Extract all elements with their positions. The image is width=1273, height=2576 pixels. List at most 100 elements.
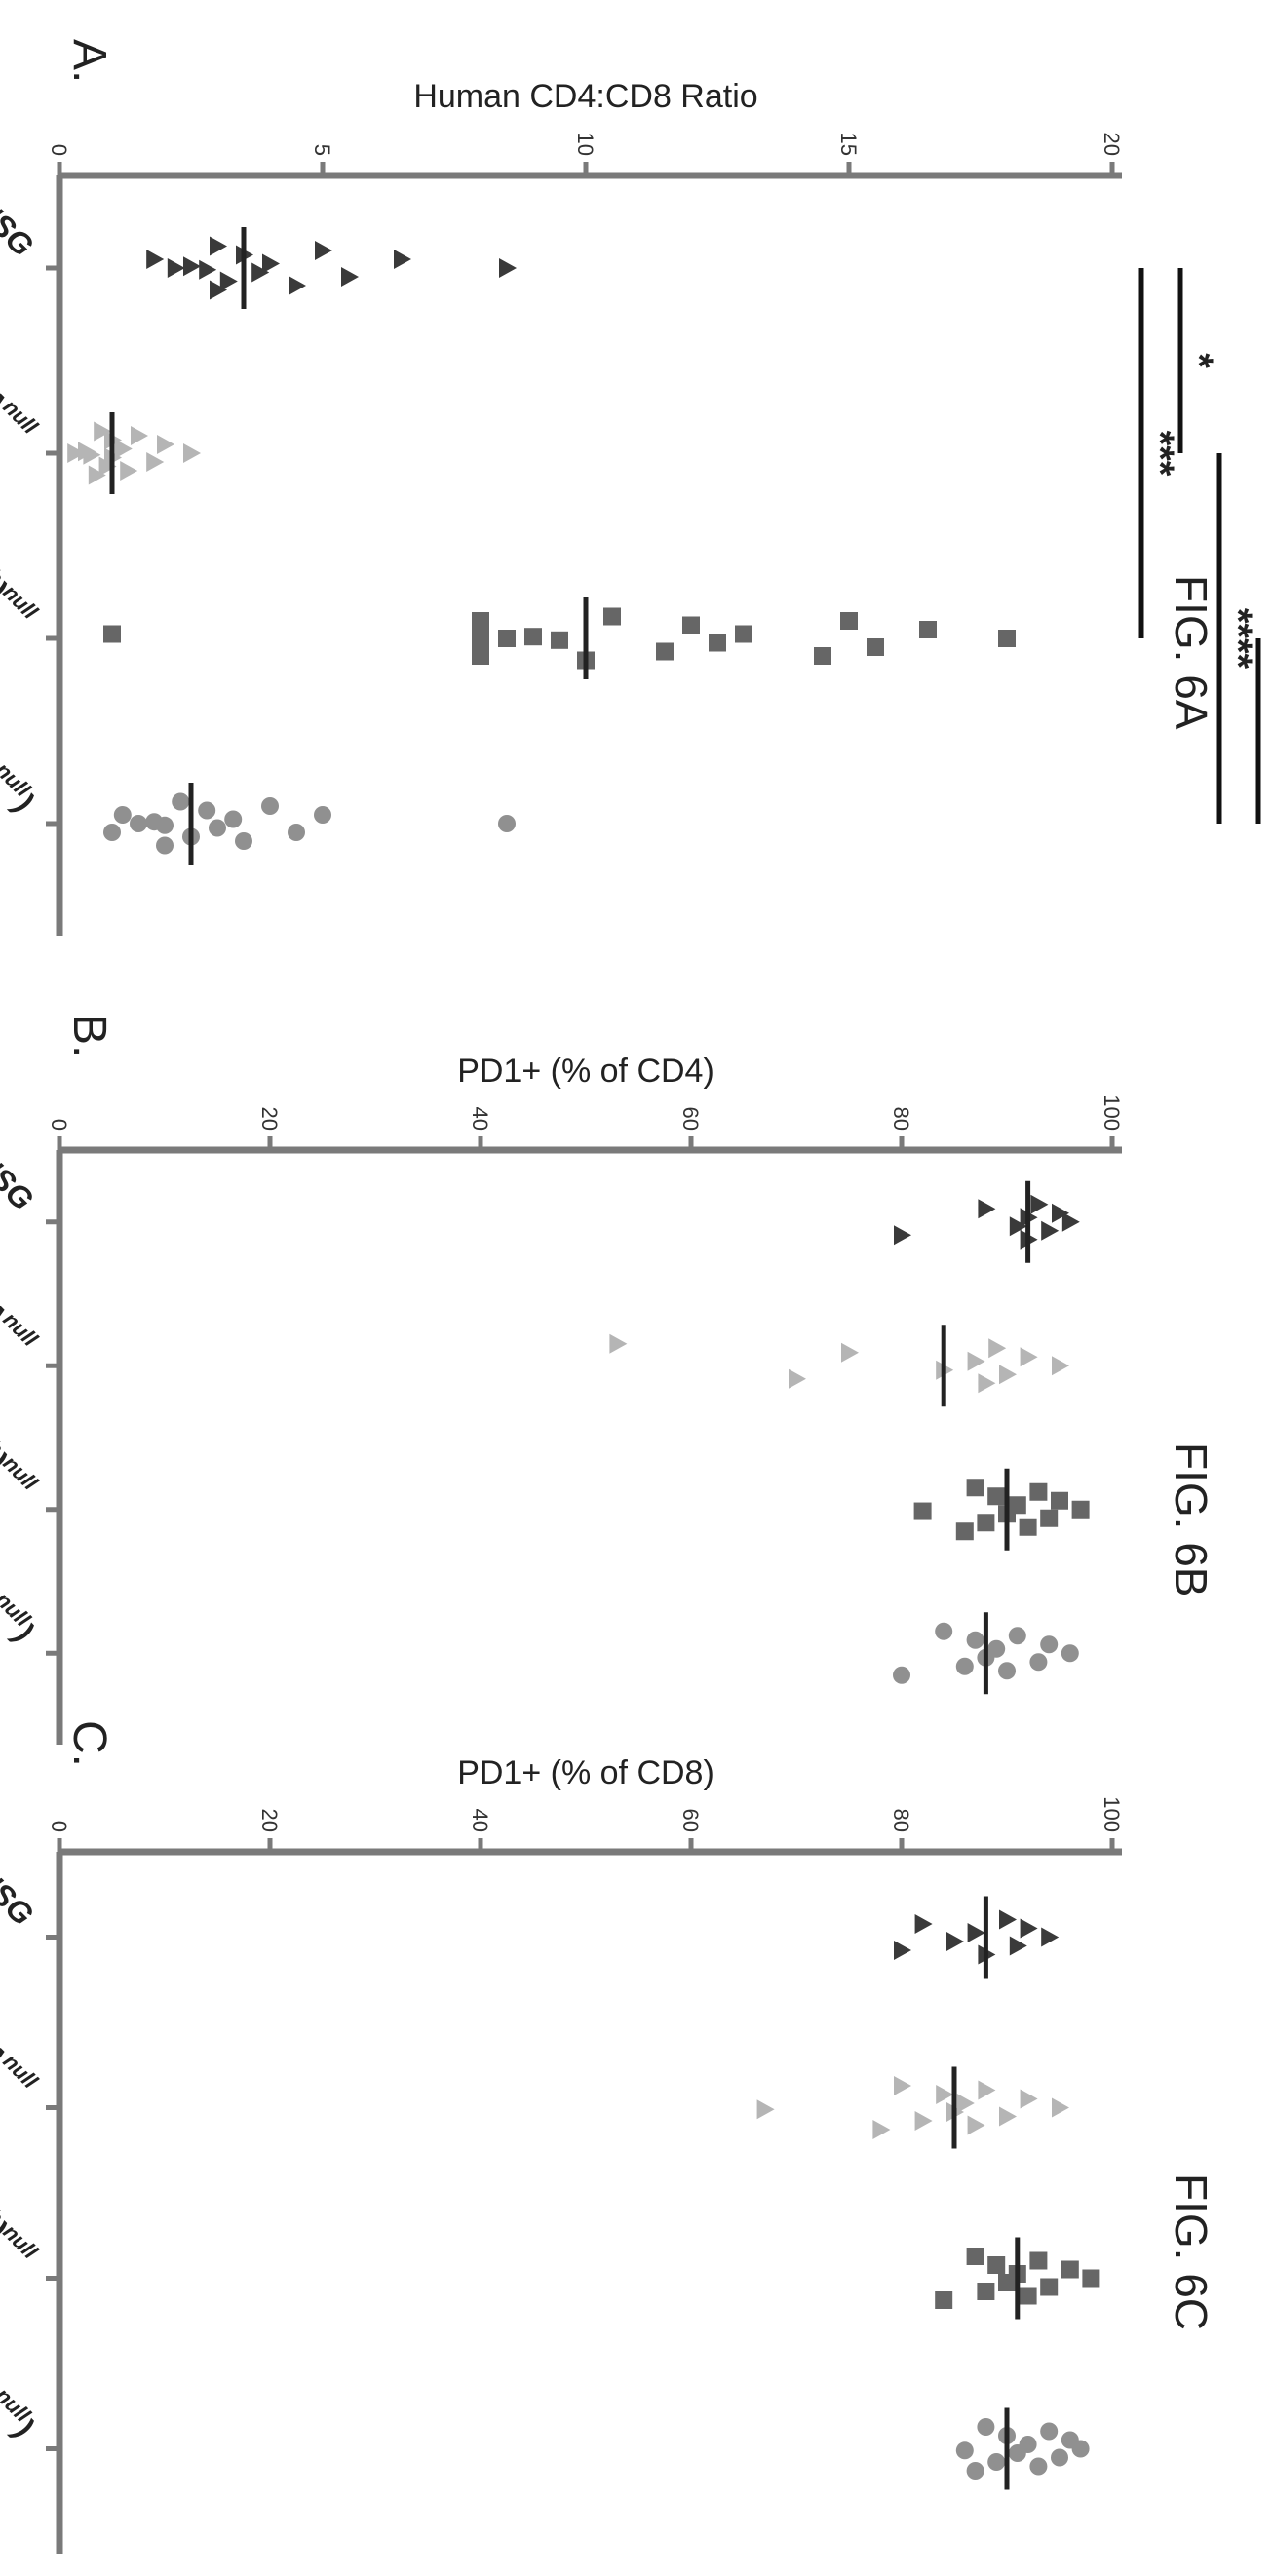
panel-label: C. <box>63 1720 115 1767</box>
data-point-triangle <box>183 256 201 277</box>
data-point-triangle <box>967 2115 985 2135</box>
data-point-circle <box>261 797 279 815</box>
data-point-triangle <box>841 1342 859 1363</box>
data-point-triangle <box>1041 1927 1060 1947</box>
data-point-triangle <box>251 262 270 283</box>
data-point-triangle <box>872 2120 891 2139</box>
data-point-triangle <box>219 271 238 291</box>
panel-label: B. <box>63 1014 115 1057</box>
x-category-label: NSG-IAnull <box>0 1229 44 1361</box>
data-point-triangle <box>999 1909 1017 1930</box>
data-point-circle <box>1051 2448 1068 2467</box>
data-point-circle <box>130 815 147 832</box>
data-point-triangle <box>146 250 165 269</box>
data-point-square <box>1051 1491 1068 1510</box>
data-point-triangle <box>1061 1211 1080 1232</box>
y-tick-label: 15 <box>836 133 861 156</box>
figure-label: FIG. 6B <box>1166 1442 1216 1596</box>
data-point-triangle <box>946 1932 964 1951</box>
data-point-square <box>1082 2269 1100 2288</box>
data-point-triangle <box>114 439 133 459</box>
data-point-square <box>977 2283 995 2300</box>
data-point-square <box>987 1487 1006 1506</box>
x-category-label: NSG-(KbDb)null <box>0 2099 44 2275</box>
y-tick-label: 5 <box>310 144 334 156</box>
label-part: NSG <box>0 190 41 262</box>
data-point-square <box>498 630 516 647</box>
data-point-square <box>103 625 121 643</box>
data-point-triangle <box>94 421 112 442</box>
figure-label: FIG. 6C <box>1166 2173 1216 2330</box>
data-point-triangle <box>1052 2097 1069 2118</box>
data-point-triangle <box>167 258 185 278</box>
data-point-square <box>1019 1518 1037 1536</box>
data-point-square <box>867 638 884 656</box>
data-point-triangle <box>88 465 106 485</box>
y-tick-label: 20 <box>257 1809 282 1832</box>
data-point-square <box>814 647 831 665</box>
x-category-label: NSG-(KbDb)null <box>0 1330 44 1506</box>
data-point-triangle <box>315 241 332 260</box>
x-category-label: NSG <box>0 1144 41 1216</box>
data-point-square <box>1029 1482 1048 1501</box>
data-point-square <box>603 607 621 626</box>
data-point-square <box>1029 2251 1048 2270</box>
data-point-circle <box>966 2462 984 2480</box>
x-category-label: NSG <box>0 1860 41 1932</box>
data-point-triangle <box>120 461 138 481</box>
x-category-label: NSG-IAnull <box>0 317 44 448</box>
y-tick-label: 20 <box>1099 133 1124 156</box>
data-point-square <box>966 2248 984 2265</box>
data-point-triangle <box>1009 1936 1027 1956</box>
data-point-triangle <box>394 250 411 269</box>
y-axis-label: PD1+ (% of CD4) <box>457 1053 714 1090</box>
data-point-triangle <box>1052 1356 1069 1376</box>
data-point-circle <box>103 824 121 841</box>
data-point-circle <box>893 1666 910 1684</box>
data-point-square <box>1019 2287 1037 2305</box>
data-point-square <box>919 621 937 638</box>
x-category-label: NSG <box>0 190 41 262</box>
data-point-circle <box>113 806 132 824</box>
label-part: (IA <box>0 1559 6 1614</box>
data-point-triangle <box>999 1365 1017 1385</box>
significance-label: **** <box>1216 608 1259 670</box>
data-point-triangle <box>157 435 174 454</box>
data-point-triangle <box>914 2111 933 2131</box>
data-point-triangle <box>914 1914 933 1934</box>
data-point-triangle <box>609 1333 628 1354</box>
significance-label: * <box>1177 353 1220 368</box>
data-point-circle <box>935 1622 953 1640</box>
data-point-circle <box>224 810 243 828</box>
data-point-triangle <box>936 2085 954 2104</box>
data-point-triangle <box>1041 1220 1060 1241</box>
data-point-triangle <box>1020 1347 1038 1367</box>
data-point-circle <box>1040 2422 1059 2441</box>
data-point-square <box>709 634 726 652</box>
rotated-figure-group: 0 5 10 15 20 Human CD4:CD8 Ratio A. FIG. 6A NSG N… <box>0 39 1273 2554</box>
data-point-square <box>682 616 700 634</box>
data-point-triangle <box>956 2094 975 2113</box>
data-point-square <box>987 2256 1006 2274</box>
chart-panel-1: 0 5 10 15 20 Human CD4:CD8 Ratio A. FIG. 6A NSG N… <box>0 39 1273 936</box>
data-point-circle <box>1029 2457 1048 2476</box>
data-point-triangle <box>894 1225 911 1246</box>
label-part: NSG <box>0 1860 41 1932</box>
data-point-square <box>1040 2278 1059 2296</box>
data-point-circle <box>145 813 164 831</box>
y-tick-label: 80 <box>889 1809 913 1832</box>
y-tick-label: 100 <box>1099 1796 1124 1832</box>
data-point-square <box>735 625 752 643</box>
data-point-triangle <box>67 443 86 463</box>
data-point-triangle <box>967 1923 985 1942</box>
data-point-triangle <box>789 1368 806 1389</box>
data-point-circle <box>198 801 216 820</box>
data-point-triangle <box>262 253 280 274</box>
data-point-square <box>998 2274 1016 2291</box>
data-point-circle <box>1061 1644 1079 1663</box>
data-point-square <box>840 612 858 630</box>
data-point-triangle <box>988 1338 1007 1359</box>
y-tick-label: 40 <box>468 1809 492 1832</box>
data-point-triangle <box>1020 2089 1038 2109</box>
data-point-circle <box>955 1657 974 1675</box>
